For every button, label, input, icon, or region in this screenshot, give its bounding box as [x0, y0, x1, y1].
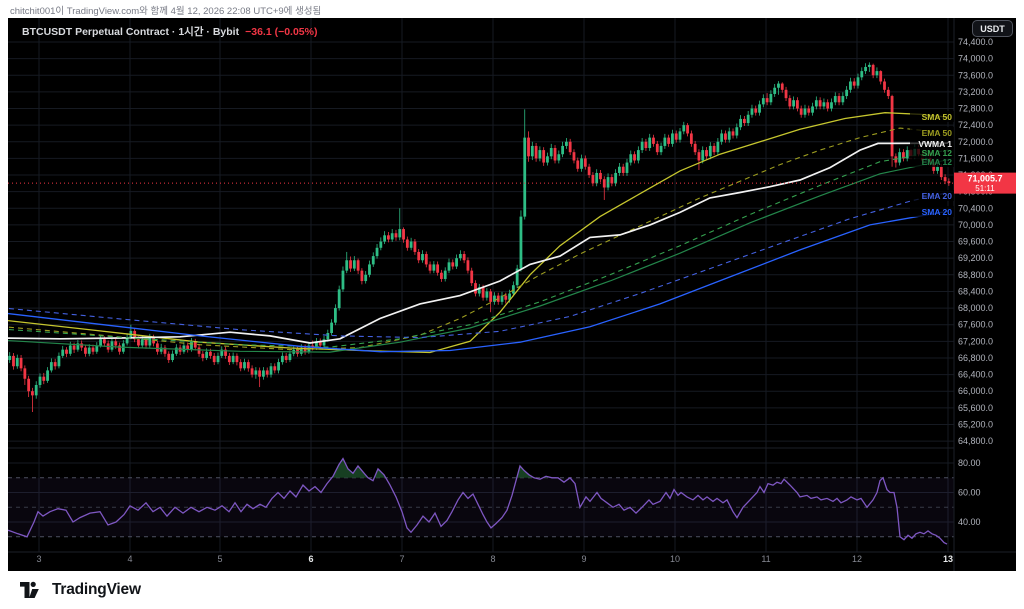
svg-text:65,200.0: 65,200.0: [958, 419, 993, 429]
attribution-text: chitchit001이 TradingView.com와 함께 4월 12, …: [10, 6, 322, 17]
sma-50-axis-label: SMA 50: [922, 112, 953, 122]
ema-50-axis-label: EMA 50: [922, 128, 953, 138]
tradingview-icon: [20, 581, 39, 598]
svg-text:9: 9: [581, 554, 586, 564]
svg-text:64,800.0: 64,800.0: [958, 436, 993, 446]
svg-text:71,005.7: 71,005.7: [967, 174, 1002, 184]
svg-text:67,200.0: 67,200.0: [958, 336, 993, 346]
price-axis: 74,400.0 74,000.0 73,600.0 73,200.0 72,800.0…: [958, 37, 993, 527]
sma-120-axis-label: SMA 12: [922, 148, 953, 158]
time-axis: 3 4 5 6 7 8 9 10 11 12 13: [36, 554, 953, 564]
svg-text:73,600.0: 73,600.0: [958, 70, 993, 80]
svg-text:72,400.0: 72,400.0: [958, 120, 993, 130]
chart-frame[interactable]: 74,400.0 74,000.0 73,600.0 73,200.0 72,800.0…: [8, 18, 1016, 571]
svg-text:66,000.0: 66,000.0: [958, 386, 993, 396]
sma-200-line: [8, 210, 949, 353]
svg-text:69,600.0: 69,600.0: [958, 237, 993, 247]
svg-text:12: 12: [852, 554, 862, 564]
ema-50-line: [8, 127, 949, 351]
ma-lines-layer: [8, 112, 949, 354]
vwma-1-axis-label: VWMA 1: [918, 139, 952, 149]
svg-text:74,000.0: 74,000.0: [958, 54, 993, 64]
ema-120-line: [8, 159, 949, 353]
change-value: −36.1 (−0.05%): [245, 26, 318, 38]
bar-countdown: 51:11: [975, 184, 995, 193]
svg-text:6: 6: [308, 554, 313, 564]
svg-text:72,800.0: 72,800.0: [958, 104, 993, 114]
svg-text:67,600.0: 67,600.0: [958, 320, 993, 330]
svg-text:68,800.0: 68,800.0: [958, 270, 993, 280]
sma-50-line: [8, 112, 949, 354]
svg-text:7: 7: [399, 554, 404, 564]
svg-text:70,000.0: 70,000.0: [958, 220, 993, 230]
svg-text:70,400.0: 70,400.0: [958, 203, 993, 213]
svg-text:8: 8: [490, 554, 495, 564]
svg-text:66,800.0: 66,800.0: [958, 353, 993, 363]
sma-120-line: [8, 149, 949, 348]
symbol-title: BTCUSDT Perpetual Contract · 1시간 · Bybit: [22, 26, 240, 38]
svg-text:74,400.0: 74,400.0: [958, 37, 993, 47]
svg-text:73,200.0: 73,200.0: [958, 87, 993, 97]
candles-layer: [8, 62, 951, 412]
svg-text:13: 13: [943, 554, 953, 564]
svg-text:71,600.0: 71,600.0: [958, 153, 993, 163]
svg-text:72,000.0: 72,000.0: [958, 137, 993, 147]
price-chart[interactable]: 74,400.0 74,000.0 73,600.0 73,200.0 72,800.0…: [8, 18, 1016, 571]
chart-legend: BTCUSDT Perpetual Contract · 1시간 · Bybit…: [22, 24, 317, 39]
footer-logo[interactable]: TradingView: [20, 579, 141, 601]
svg-text:66,400.0: 66,400.0: [958, 370, 993, 380]
svg-text:80.00: 80.00: [958, 458, 981, 468]
ema-200-axis-label: EMA 20: [922, 191, 953, 201]
svg-text:65,600.0: 65,600.0: [958, 403, 993, 413]
svg-text:4: 4: [127, 554, 132, 564]
ema-200-line: [8, 191, 949, 339]
svg-text:60.00: 60.00: [958, 488, 981, 498]
svg-text:10: 10: [670, 554, 680, 564]
sma-200-axis-label: SMA 20: [922, 207, 953, 217]
svg-text:69,200.0: 69,200.0: [958, 253, 993, 263]
last-price-pill: 71,005.751:11: [954, 172, 1016, 194]
footer-brand-text: TradingView: [52, 581, 141, 598]
svg-text:5: 5: [217, 554, 222, 564]
svg-text:40.00: 40.00: [958, 517, 981, 527]
ema-120-axis-label: EMA 12: [922, 157, 953, 167]
currency-toggle-button[interactable]: USDT: [972, 20, 1013, 37]
svg-text:68,400.0: 68,400.0: [958, 286, 993, 296]
vwma-1-line: [8, 142, 949, 344]
rsi-line: [8, 457, 948, 545]
svg-text:11: 11: [761, 554, 770, 564]
grid-layer: [8, 18, 954, 552]
rsi-pane: [8, 447, 954, 545]
svg-text:68,000.0: 68,000.0: [958, 303, 993, 313]
svg-text:3: 3: [36, 554, 41, 564]
